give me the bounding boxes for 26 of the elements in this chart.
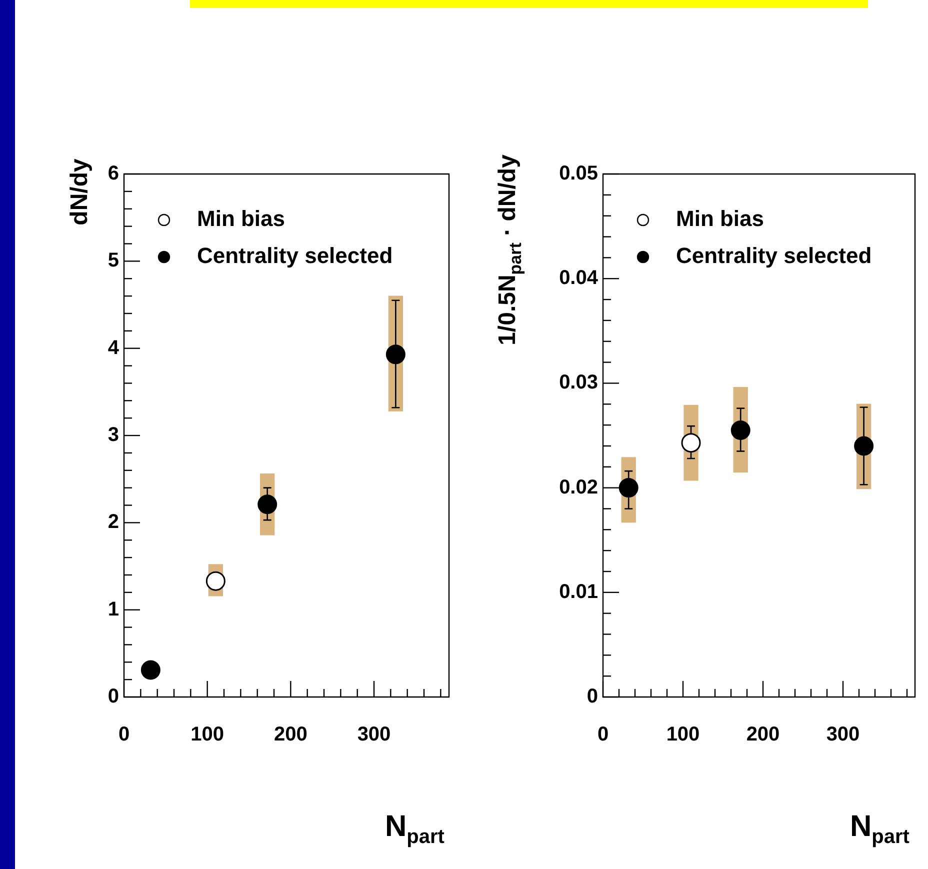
x-tick-label: 200 bbox=[274, 724, 308, 746]
y-tick-label: 0 bbox=[586, 686, 598, 708]
y-tick-label: 0 bbox=[108, 686, 119, 708]
y-tick-label: 2 bbox=[108, 511, 119, 534]
y-tick-label: 4 bbox=[108, 336, 120, 359]
y-tick-label: 0.03 bbox=[559, 372, 598, 394]
y-tick-label: 0.01 bbox=[559, 580, 598, 603]
x-axis-title: N$_{part}$ bbox=[385, 810, 444, 849]
legend-label: Centrality selected bbox=[676, 243, 872, 268]
y-tick-label: 5 bbox=[108, 250, 119, 272]
x-tick-label: 300 bbox=[826, 724, 860, 746]
x-tick-label: 200 bbox=[746, 724, 780, 746]
y-tick-label: 0.05 bbox=[559, 162, 598, 185]
legend-label: Min bias bbox=[676, 206, 764, 232]
y-axis-title: dN/dy bbox=[66, 158, 94, 226]
y-tick-label: 0.02 bbox=[559, 476, 598, 498]
y-tick-label: 6 bbox=[108, 162, 119, 185]
x-tick-label: 100 bbox=[190, 724, 224, 746]
x-tick-label: 100 bbox=[666, 724, 700, 746]
legend-label: Centrality selected bbox=[197, 243, 393, 268]
x-axis-title: N$_{part}$ bbox=[850, 810, 910, 849]
y-tick-label: 3 bbox=[108, 424, 119, 446]
y-tick-label: 0.04 bbox=[559, 267, 599, 290]
legend-label: Min bias bbox=[197, 206, 286, 232]
x-tick-label: 300 bbox=[357, 724, 391, 746]
y-tick-label: 1 bbox=[108, 598, 119, 620]
